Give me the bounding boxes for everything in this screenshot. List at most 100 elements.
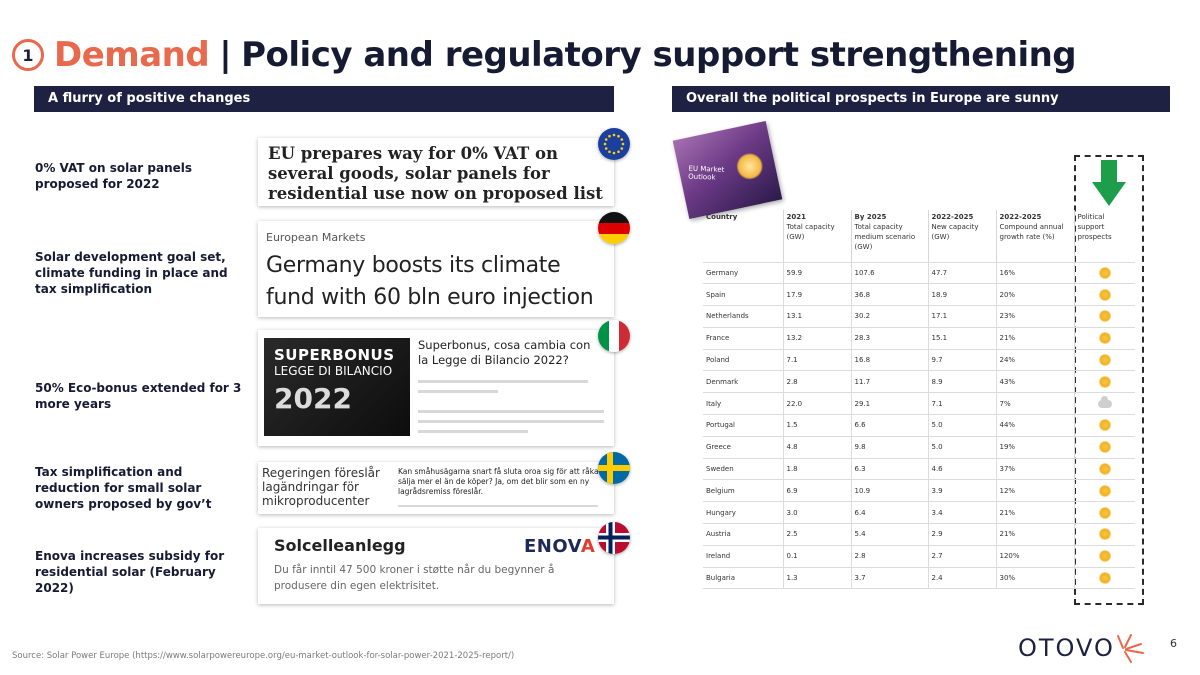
header-new-capacity-main: 2022-2025 bbox=[931, 213, 974, 221]
enova-logo-accent: A bbox=[580, 536, 596, 557]
table-row: Sweden 1.8 6.3 4.6 37% bbox=[703, 457, 1135, 480]
table-cell-c2021: 2.8 bbox=[782, 370, 851, 393]
table-cell-c2021: 6.9 bbox=[782, 479, 851, 502]
table-cell-prospect bbox=[1073, 261, 1135, 284]
table-cell-c2025: 29.1 bbox=[850, 392, 928, 415]
table-cell-c2025: 11.7 bbox=[850, 370, 928, 393]
table-row: Greece 4.8 9.8 5.0 19% bbox=[703, 435, 1135, 459]
header-country-label: Country bbox=[706, 213, 738, 221]
table-cell-prospect bbox=[1073, 348, 1135, 371]
table-cell-prospect bbox=[1073, 501, 1135, 524]
table-cell-country: Poland bbox=[703, 348, 783, 371]
table-cell-c2025: 28.3 bbox=[850, 326, 928, 350]
table-cell-newcap: 7.1 bbox=[927, 392, 996, 415]
text-placeholder-line bbox=[418, 420, 604, 423]
enova-logo-main: ENOV bbox=[524, 536, 581, 557]
table-cell-c2021: 0.1 bbox=[782, 544, 851, 568]
sun-icon bbox=[1098, 310, 1111, 323]
table-cell-prospect bbox=[1073, 392, 1135, 415]
table-cell-country: Spain bbox=[703, 283, 783, 306]
table-cell-cagr: 21% bbox=[995, 523, 1074, 546]
policy-label-eu: 0% VAT on solar panels proposed for 2022 bbox=[35, 161, 193, 191]
table-cell-c2025: 6.4 bbox=[850, 501, 928, 524]
table-row: Austria 2.5 5.4 2.9 21% bbox=[703, 523, 1135, 546]
table-cell-country: Italy bbox=[703, 392, 783, 415]
table-cell-c2021: 3.0 bbox=[782, 501, 851, 524]
sun-icon bbox=[1098, 288, 1111, 301]
table-cell-country: Netherlands bbox=[703, 305, 783, 328]
germany-kicker: European Markets bbox=[266, 231, 366, 244]
table-cell-cagr: 21% bbox=[995, 326, 1074, 350]
table-cell-prospect bbox=[1073, 566, 1135, 590]
table-row: Denmark 2.8 11.7 8.9 43% bbox=[703, 370, 1135, 393]
text-placeholder-line bbox=[418, 390, 498, 393]
table-cell-c2021: 22.0 bbox=[782, 392, 851, 415]
table-cell-cagr: 37% bbox=[995, 457, 1074, 480]
header-cagr: 2022-2025 Compound annual growth rate (%) bbox=[995, 210, 1074, 262]
table-cell-prospect bbox=[1073, 414, 1135, 437]
table-cell-cagr: 7% bbox=[995, 392, 1074, 415]
italy-article-title: Superbonus, cosa cambia con la Legge di … bbox=[418, 338, 591, 367]
table-cell-newcap: 5.0 bbox=[927, 414, 996, 437]
superbonus-image: SUPERBONUS LEGGE DI BILANCIO 2022 bbox=[264, 338, 410, 436]
title-separator: | bbox=[219, 35, 232, 75]
sweden-article-excerpt: Kan småhusägarna snart få sluta oroa sig… bbox=[398, 467, 599, 496]
table-cell-cagr: 20% bbox=[995, 283, 1074, 306]
sun-icon bbox=[1098, 572, 1111, 585]
table-cell-cagr: 44% bbox=[995, 414, 1074, 437]
table-cell-c2021: 2.5 bbox=[782, 523, 851, 546]
norway-flag-icon bbox=[598, 522, 630, 554]
superbonus-image-line3: 2022 bbox=[274, 382, 352, 415]
table-cell-newcap: 15.1 bbox=[927, 326, 996, 350]
sun-icon bbox=[1098, 354, 1111, 367]
header-country: Country bbox=[703, 210, 783, 262]
table-cell-country: Bulgaria bbox=[703, 566, 783, 590]
table-row: Germany 59.9 107.6 47.7 16% bbox=[703, 261, 1135, 284]
header-2021-main: 2021 bbox=[786, 213, 806, 221]
text-placeholder-line bbox=[418, 380, 588, 383]
table-cell-newcap: 8.9 bbox=[927, 370, 996, 393]
text-placeholder-line bbox=[418, 430, 528, 433]
table-cell-c2025: 16.8 bbox=[850, 348, 928, 371]
sun-icon bbox=[1098, 528, 1111, 541]
table-row: Portugal 1.5 6.6 5.0 44% bbox=[703, 414, 1135, 437]
table-cell-country: France bbox=[703, 326, 783, 350]
table-cell-cagr: 43% bbox=[995, 370, 1074, 393]
sweden-article-title: Regeringen föreslår lagändringar för mik… bbox=[262, 466, 380, 508]
table-row: France 13.2 28.3 15.1 21% bbox=[703, 326, 1135, 350]
table-cell-newcap: 5.0 bbox=[927, 435, 996, 459]
otovo-logo: OTOVO bbox=[1018, 628, 1147, 668]
table-cell-c2021: 13.1 bbox=[782, 305, 851, 328]
table-cell-prospect bbox=[1073, 544, 1135, 568]
table-cell-c2025: 107.6 bbox=[850, 261, 928, 284]
table-cell-c2025: 36.8 bbox=[850, 283, 928, 306]
superbonus-image-line2: LEGGE DI BILANCIO bbox=[274, 364, 393, 378]
header-2025: By 2025 Total capacity medium scenario (G… bbox=[850, 210, 928, 262]
table-cell-newcap: 17.1 bbox=[927, 305, 996, 328]
table-cell-c2025: 5.4 bbox=[850, 523, 928, 546]
table-cell-country: Austria bbox=[703, 523, 783, 546]
table-cell-country: Ireland bbox=[703, 544, 783, 568]
table-cell-country: Germany bbox=[703, 261, 783, 284]
table-cell-newcap: 3.4 bbox=[927, 501, 996, 524]
title-main: Policy and regulatory support strengthen… bbox=[241, 35, 1077, 75]
down-arrow-icon bbox=[1092, 160, 1126, 206]
table-cell-prospect bbox=[1073, 479, 1135, 502]
header-cagr-main: 2022-2025 bbox=[999, 213, 1042, 221]
report-cover-image: EU Market Outlook bbox=[672, 120, 783, 220]
news-card-norway: Solcelleanlegg ENOVA Du får inntil 47 50… bbox=[258, 528, 614, 604]
table-row: Hungary 3.0 6.4 3.4 21% bbox=[703, 501, 1135, 524]
norway-article-body: Du får inntil 47 500 kroner i støtte når… bbox=[274, 564, 555, 592]
italy-flag-icon bbox=[598, 320, 630, 352]
table-header-row: Country 2021 Total capacity (GW) By 2025 T… bbox=[703, 210, 1135, 262]
superbonus-image-line1: SUPERBONUS bbox=[274, 346, 395, 364]
table-cell-cagr: 24% bbox=[995, 348, 1074, 371]
table-cell-country: Greece bbox=[703, 435, 783, 459]
table-cell-country: Belgium bbox=[703, 479, 783, 502]
table-cell-prospect bbox=[1073, 435, 1135, 459]
text-placeholder-line bbox=[398, 505, 598, 507]
news-card-germany: European Markets Germany boosts its clim… bbox=[258, 221, 614, 317]
table-cell-newcap: 4.6 bbox=[927, 457, 996, 480]
table-cell-newcap: 2.4 bbox=[927, 566, 996, 590]
sun-icon bbox=[1098, 463, 1111, 476]
